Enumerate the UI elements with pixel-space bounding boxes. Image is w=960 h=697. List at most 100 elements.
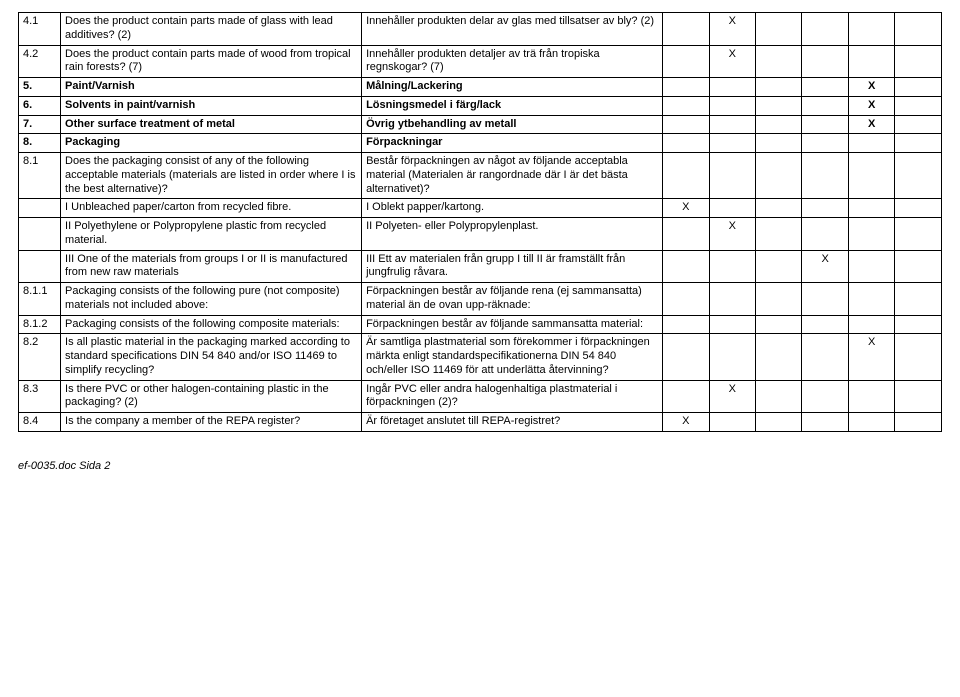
mark-cell	[895, 199, 942, 218]
mark-cell	[756, 380, 802, 413]
row-number: 8.1.1	[19, 283, 61, 316]
mark-cell	[895, 380, 942, 413]
mark-cell	[663, 334, 709, 380]
mark-cell	[663, 218, 709, 251]
criteria-table: 4.1Does the product contain parts made o…	[18, 12, 942, 432]
row-text-en: Does the product contain parts made of g…	[61, 13, 362, 46]
row-number: 5.	[19, 78, 61, 97]
mark-cell	[802, 283, 848, 316]
row-text-sv: Lösningsmedel i färg/lack	[362, 96, 663, 115]
table-row: 8.1Does the packaging consist of any of …	[19, 153, 942, 199]
mark-cell	[802, 380, 848, 413]
mark-cell	[895, 413, 942, 432]
mark-cell: X	[663, 413, 709, 432]
table-row: III One of the materials from groups I o…	[19, 250, 942, 283]
mark-cell: X	[802, 250, 848, 283]
mark-cell	[802, 153, 848, 199]
row-text-en: Does the packaging consist of any of the…	[61, 153, 362, 199]
mark-cell	[802, 115, 848, 134]
mark-cell: X	[709, 45, 755, 78]
row-text-en: Other surface treatment of metal	[61, 115, 362, 134]
mark-cell	[895, 134, 942, 153]
row-text-sv: Består förpackningen av något av följand…	[362, 153, 663, 199]
mark-cell	[756, 199, 802, 218]
mark-cell: X	[848, 78, 894, 97]
table-row: 7.Other surface treatment of metalÖvrig …	[19, 115, 942, 134]
row-text-sv: Förpackningen består av följande rena (e…	[362, 283, 663, 316]
mark-cell	[848, 315, 894, 334]
row-text-sv: Ingår PVC eller andra halogenhaltiga pla…	[362, 380, 663, 413]
row-number: 8.1	[19, 153, 61, 199]
row-text-sv: Innehåller produkten delar av glas med t…	[362, 13, 663, 46]
mark-cell	[709, 250, 755, 283]
row-text-en: Is the company a member of the REPA regi…	[61, 413, 362, 432]
mark-cell	[802, 45, 848, 78]
row-text-sv: Är samtliga plastmaterial som förekommer…	[362, 334, 663, 380]
mark-cell	[895, 13, 942, 46]
mark-cell	[663, 115, 709, 134]
mark-cell	[756, 283, 802, 316]
mark-cell	[895, 45, 942, 78]
mark-cell	[663, 283, 709, 316]
mark-cell: X	[709, 13, 755, 46]
mark-cell	[802, 96, 848, 115]
mark-cell	[895, 218, 942, 251]
mark-cell	[848, 134, 894, 153]
mark-cell	[663, 380, 709, 413]
mark-cell	[709, 78, 755, 97]
mark-cell	[848, 413, 894, 432]
mark-cell	[756, 218, 802, 251]
row-text-sv: Övrig ytbehandling av metall	[362, 115, 663, 134]
row-text-en: Is all plastic material in the packaging…	[61, 334, 362, 380]
row-number: 8.	[19, 134, 61, 153]
mark-cell	[802, 199, 848, 218]
mark-cell	[848, 380, 894, 413]
row-text-en: Does the product contain parts made of w…	[61, 45, 362, 78]
mark-cell	[895, 250, 942, 283]
row-text-en: Paint/Varnish	[61, 78, 362, 97]
mark-cell	[895, 315, 942, 334]
table-row: 4.1Does the product contain parts made o…	[19, 13, 942, 46]
row-text-sv: Förpackningar	[362, 134, 663, 153]
row-text-en: III One of the materials from groups I o…	[61, 250, 362, 283]
row-text-sv: Målning/Lackering	[362, 78, 663, 97]
table-row: 8.1.1Packaging consists of the following…	[19, 283, 942, 316]
table-row: 8.1.2Packaging consists of the following…	[19, 315, 942, 334]
row-text-en: Packaging consists of the following pure…	[61, 283, 362, 316]
mark-cell	[802, 218, 848, 251]
mark-cell	[756, 413, 802, 432]
mark-cell	[895, 334, 942, 380]
mark-cell	[895, 78, 942, 97]
mark-cell	[848, 13, 894, 46]
mark-cell	[756, 334, 802, 380]
mark-cell	[848, 218, 894, 251]
row-text-en: I Unbleached paper/carton from recycled …	[61, 199, 362, 218]
mark-cell	[663, 315, 709, 334]
mark-cell: X	[848, 96, 894, 115]
row-text-en: Is there PVC or other halogen-containing…	[61, 380, 362, 413]
mark-cell	[895, 96, 942, 115]
mark-cell	[802, 13, 848, 46]
mark-cell	[709, 199, 755, 218]
mark-cell: X	[663, 199, 709, 218]
mark-cell: X	[709, 218, 755, 251]
mark-cell	[802, 315, 848, 334]
table-row: 8.2Is all plastic material in the packag…	[19, 334, 942, 380]
mark-cell	[802, 134, 848, 153]
mark-cell	[802, 334, 848, 380]
row-text-en: Solvents in paint/varnish	[61, 96, 362, 115]
mark-cell	[756, 96, 802, 115]
mark-cell	[663, 78, 709, 97]
mark-cell	[709, 134, 755, 153]
mark-cell	[756, 45, 802, 78]
mark-cell	[895, 283, 942, 316]
row-text-en: Packaging consists of the following comp…	[61, 315, 362, 334]
mark-cell	[709, 413, 755, 432]
mark-cell	[848, 283, 894, 316]
mark-cell	[709, 115, 755, 134]
mark-cell: X	[709, 380, 755, 413]
row-number	[19, 199, 61, 218]
mark-cell: X	[848, 334, 894, 380]
row-number: 8.3	[19, 380, 61, 413]
mark-cell	[756, 153, 802, 199]
